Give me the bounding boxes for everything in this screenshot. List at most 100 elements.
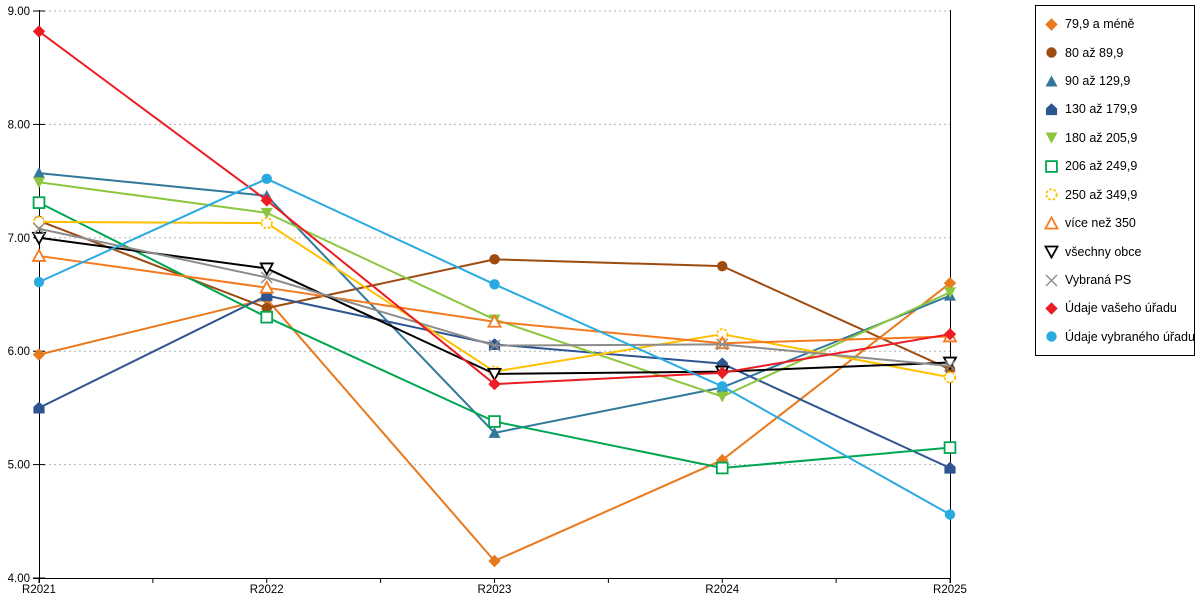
circle-marker xyxy=(717,260,728,272)
triangle-down-marker xyxy=(33,177,45,189)
series-3-line xyxy=(33,167,956,438)
axes xyxy=(33,10,951,583)
triangle-down-legend-icon xyxy=(1045,132,1058,144)
x-marker xyxy=(260,271,273,284)
circle-marker xyxy=(260,216,273,230)
circle-marker xyxy=(33,276,45,288)
series-6-line xyxy=(32,196,957,475)
diamond-marker xyxy=(488,554,501,568)
legend-item-label: Vybraná PS xyxy=(1065,273,1132,287)
legend-item-label: 206 až 249,9 xyxy=(1065,159,1138,174)
diamond-marker xyxy=(488,377,501,391)
x-tick-label: R2024 xyxy=(705,584,739,596)
triangle-up-marker xyxy=(259,279,275,294)
legend-item: více než 350 xyxy=(1044,209,1194,237)
x-marker xyxy=(944,359,956,372)
diamond-legend-icon xyxy=(1045,302,1058,315)
circle-marker xyxy=(489,279,500,290)
x-tick-label: R2023 xyxy=(478,584,512,596)
triangle-down-marker xyxy=(486,367,503,382)
circle-marker xyxy=(261,173,272,185)
diamond-marker xyxy=(32,348,46,361)
diamond-marker xyxy=(943,276,957,290)
square-marker xyxy=(715,461,729,475)
y-tick-label: 7.00 xyxy=(8,233,30,245)
triangle-up-marker xyxy=(488,426,501,438)
legend-item-label: 250 až 349,9 xyxy=(1065,187,1138,202)
legend-item-label: 80 až 89,9 xyxy=(1065,45,1124,60)
y-tick-label: 5.00 xyxy=(8,460,30,472)
legend-item: 250 až 349,9 xyxy=(1044,181,1194,209)
legend-item: 79,9 a méně xyxy=(1044,10,1194,38)
y-tick-label: 9.00 xyxy=(8,6,30,18)
circle-marker xyxy=(944,509,956,520)
legend-item-label: více než 350 xyxy=(1065,216,1136,231)
x-legend-icon xyxy=(1045,274,1058,286)
circle-marker xyxy=(716,328,729,341)
triangle-down-marker xyxy=(260,207,273,219)
chart-legend: 79,9 a méně 80 až 89,9 90 až 129,9 130 až 1… xyxy=(1035,5,1195,356)
pentagon-marker xyxy=(488,338,501,350)
square-legend-icon xyxy=(1045,160,1058,173)
legend-item-label: všechny obce xyxy=(1065,244,1142,259)
x-tick-label: R2025 xyxy=(933,584,967,596)
legend-item: 130 až 179,9 xyxy=(1044,95,1194,123)
y-tick-label: 4.00 xyxy=(8,573,30,585)
triangle-up-marker xyxy=(486,313,503,328)
diamond-marker xyxy=(32,25,46,38)
triangle-down-marker xyxy=(944,287,956,299)
legend-item: 90 až 129,9 xyxy=(1044,67,1194,95)
triangle-down-legend-icon xyxy=(1044,245,1059,260)
legend-item: Údaje vybraného úřadu xyxy=(1044,323,1195,351)
x-marker xyxy=(33,222,45,235)
x-marker xyxy=(488,339,501,352)
legend-item-label: 79,9 a méně xyxy=(1065,17,1135,32)
legend-item: Vybraná PS xyxy=(1044,266,1194,294)
triangle-down-marker xyxy=(716,391,729,403)
square-marker xyxy=(32,196,46,209)
legend-item-label: 180 až 205,9 xyxy=(1065,130,1138,145)
triangle-down-marker xyxy=(259,262,275,277)
legend-item: 80 až 89,9 xyxy=(1044,38,1194,66)
circle-legend-icon xyxy=(1045,188,1058,201)
triangle-down-marker xyxy=(31,231,47,246)
square-marker xyxy=(488,415,501,428)
pentagon-marker xyxy=(33,401,45,414)
square-marker xyxy=(260,310,274,324)
series-10-line xyxy=(33,222,956,372)
square-marker xyxy=(943,441,957,454)
diamond-marker xyxy=(260,194,273,207)
diamond-marker xyxy=(716,366,729,379)
x-tick-label: R2021 xyxy=(22,584,56,596)
legend-item-label: Údaje vybraného úřadu xyxy=(1065,329,1195,344)
legend-item: 180 až 205,9 xyxy=(1044,124,1194,152)
pentagon-marker xyxy=(944,461,956,474)
gridlines xyxy=(39,10,950,466)
legend-item: Údaje vašeho úřadu xyxy=(1044,294,1194,322)
y-tick-label: 8.00 xyxy=(8,119,30,131)
y-tick-label: 6.00 xyxy=(8,346,30,358)
diamond-legend-icon xyxy=(1045,18,1058,31)
circle-legend-icon xyxy=(1046,331,1057,343)
triangle-up-marker xyxy=(33,167,45,179)
x-tick-label: R2022 xyxy=(250,584,284,596)
triangle-up-marker xyxy=(31,248,47,262)
diamond-marker xyxy=(943,327,957,341)
legend-item-label: 90 až 129,9 xyxy=(1065,74,1131,89)
triangle-up-legend-icon xyxy=(1045,75,1058,87)
legend-item-label: Údaje vašeho úřadu xyxy=(1065,301,1177,316)
series-12-line xyxy=(33,173,956,520)
triangle-up-legend-icon xyxy=(1044,215,1059,230)
circle-marker xyxy=(261,302,272,314)
circle-marker xyxy=(943,371,957,384)
pentagon-legend-icon xyxy=(1045,103,1058,116)
legend-item: 206 až 249,9 xyxy=(1044,152,1194,180)
circle-marker xyxy=(489,254,500,265)
circle-legend-icon xyxy=(1046,47,1057,58)
series-8-line xyxy=(31,248,958,350)
legend-item-label: 130 až 179,9 xyxy=(1065,102,1138,117)
x-marker xyxy=(716,338,729,351)
